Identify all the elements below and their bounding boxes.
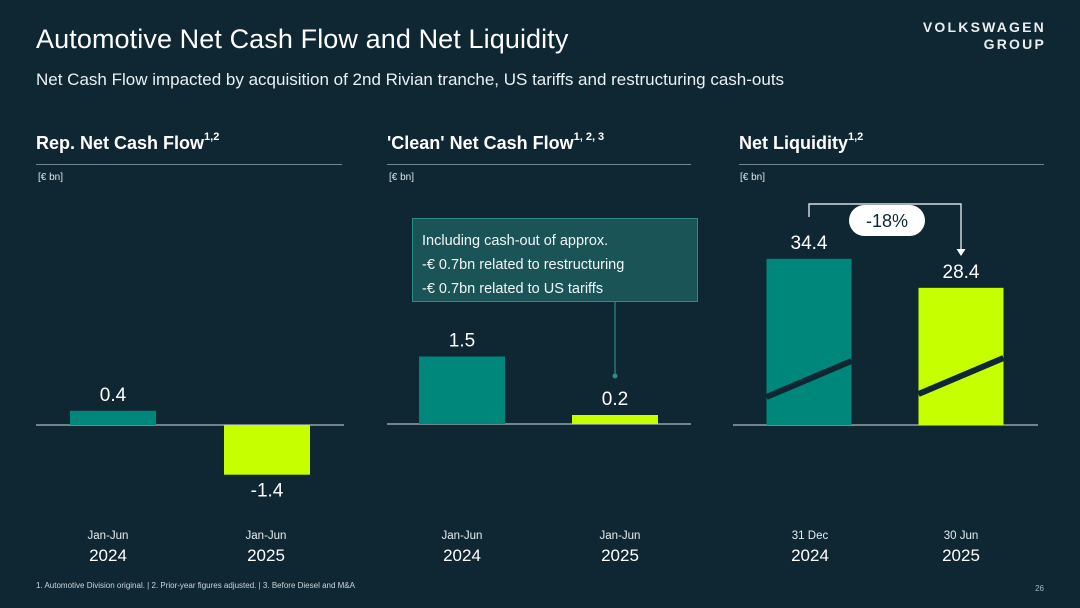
axis-break-mark: [765, 358, 853, 400]
tick-label-year: 2024: [89, 546, 127, 565]
panel-title-clean-ncf: 'Clean' Net Cash Flow1, 2, 3: [387, 131, 605, 154]
bar: [419, 356, 505, 424]
bar: [224, 425, 310, 475]
tick-label-period: Jan-Jun: [88, 530, 129, 542]
data-label: 0.2: [602, 389, 628, 410]
bar: [572, 415, 658, 424]
unit-label: [€ bn]: [389, 172, 415, 183]
data-label: 1.5: [449, 331, 475, 352]
panel-title-text: 'Clean' Net Cash Flow: [387, 133, 574, 153]
change-connector: [808, 203, 962, 250]
tick-label-year: 2025: [601, 546, 639, 565]
data-label: 0.4: [100, 385, 127, 406]
page-subtitle: Net Cash Flow impacted by acquisition of…: [36, 70, 785, 89]
unit-label: [€ bn]: [38, 172, 64, 183]
panel-title-net-liquidity: Net Liquidity1,2: [739, 131, 864, 154]
tick-label-period: Jan-Jun: [246, 530, 287, 542]
panel-divider: [739, 164, 1044, 165]
axis-break-mark: [917, 355, 1005, 397]
data-label: 34.4: [791, 233, 828, 254]
tick-label-year: 2024: [443, 546, 481, 565]
callout-line-2: -€ 0.7bn related to restructuring: [422, 257, 625, 273]
callout-line-3: -€ 0.7bn related to US tariffs: [422, 281, 604, 297]
tick-label-year: 2025: [942, 546, 980, 565]
panel-title-text: Rep. Net Cash Flow: [36, 133, 205, 153]
page-number: 26: [1035, 584, 1044, 593]
callout-line-1: Including cash-out of approx.: [422, 233, 609, 249]
panel-title-sup: 1, 2, 3: [573, 131, 605, 143]
callout-connector-dot: [612, 373, 618, 379]
panel-divider: [36, 164, 342, 165]
change-pill: [849, 205, 925, 236]
tick-label-period: 30 Jun: [944, 530, 979, 542]
bar: [766, 258, 852, 425]
volkswagen-group-logo: VOLKSWAGEN GROUP: [923, 19, 1046, 53]
bar: [918, 287, 1004, 425]
data-label: -1.4: [251, 481, 284, 502]
logo-line-1: VOLKSWAGEN: [922, 19, 1046, 35]
panel-title-sup: 1,2: [848, 131, 864, 143]
logo-line-2: GROUP: [983, 36, 1046, 52]
data-label: 28.4: [943, 262, 980, 283]
unit-label: [€ bn]: [740, 172, 766, 183]
panel-divider: [387, 164, 691, 165]
tick-label-year: 2024: [791, 546, 829, 565]
change-arrowhead: [956, 249, 966, 256]
panel-title-sup: 1,2: [204, 131, 220, 143]
tick-label-period: Jan-Jun: [600, 530, 641, 542]
page-title: Automotive Net Cash Flow and Net Liquidi…: [36, 24, 569, 54]
bar: [70, 410, 156, 425]
panel-title-rep-ncf: Rep. Net Cash Flow1,2: [36, 131, 220, 154]
change-label: -18%: [866, 211, 908, 231]
callout-box: Including cash-out of approx. -€ 0.7bn r…: [412, 218, 698, 302]
tick-label-year: 2025: [247, 546, 285, 565]
tick-label-period: 31 Dec: [792, 530, 829, 542]
footnote: 1. Automotive Division original. | 2. Pr…: [36, 581, 355, 590]
panel-title-text: Net Liquidity: [739, 133, 848, 153]
tick-label-period: Jan-Jun: [442, 530, 483, 542]
